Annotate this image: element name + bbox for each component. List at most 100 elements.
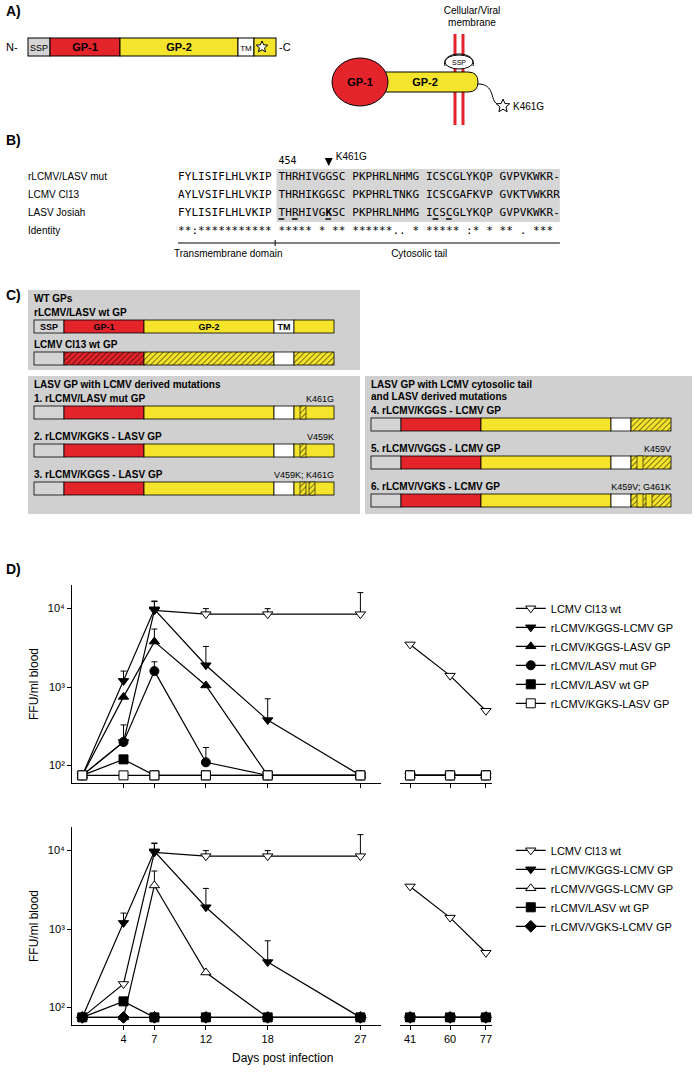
svg-text:*: * xyxy=(339,224,346,237)
svg-text:H: H xyxy=(372,188,379,201)
svg-text:*: * xyxy=(198,224,205,237)
svg-text:Transmembrane domain: Transmembrane domain xyxy=(174,248,283,259)
svg-text:rLCMV/LASV wt GP: rLCMV/LASV wt GP xyxy=(34,307,127,318)
svg-text:H: H xyxy=(399,206,406,219)
svg-text:I: I xyxy=(305,170,312,183)
svg-text:Cellular/Viral: Cellular/Viral xyxy=(444,5,501,16)
svg-text:P: P xyxy=(486,170,493,183)
svg-text:G: G xyxy=(453,170,460,183)
svg-text:S: S xyxy=(439,170,446,183)
svg-text:I: I xyxy=(198,206,205,219)
svg-text:10⁴: 10⁴ xyxy=(48,844,65,856)
svg-text:Q: Q xyxy=(480,206,487,219)
svg-text:77: 77 xyxy=(480,1033,492,1045)
svg-text:7: 7 xyxy=(151,1033,157,1045)
svg-text:LCMV Cl13: LCMV Cl13 xyxy=(28,189,80,200)
svg-text::: : xyxy=(191,224,198,237)
svg-text:*: * xyxy=(386,224,393,237)
svg-text:F: F xyxy=(178,170,185,183)
svg-text:S: S xyxy=(332,170,339,183)
svg-text:*: * xyxy=(352,224,359,237)
svg-text:SSP: SSP xyxy=(30,43,48,53)
svg-text:I: I xyxy=(305,188,312,201)
svg-text:-: - xyxy=(553,206,560,219)
svg-text:K461G: K461G xyxy=(513,101,544,112)
svg-text:*: * xyxy=(540,224,547,237)
svg-text:G: G xyxy=(325,188,332,201)
svg-text:GP-1: GP-1 xyxy=(93,322,114,332)
svg-text:S: S xyxy=(332,188,339,201)
svg-text:G: G xyxy=(319,206,326,219)
svg-text:12: 12 xyxy=(200,1033,212,1045)
svg-text:LASV GP with LCMV cytosolic ta: LASV GP with LCMV cytosolic tail xyxy=(371,379,532,390)
svg-text:*: * xyxy=(292,224,299,237)
svg-text:D): D) xyxy=(6,561,21,577)
svg-text:SSP: SSP xyxy=(40,322,58,332)
svg-text:10²: 10² xyxy=(49,759,65,771)
svg-text:Days post infection: Days post infection xyxy=(232,1051,333,1065)
svg-text:G: G xyxy=(500,188,507,201)
svg-text:*: * xyxy=(205,224,212,237)
svg-text:*: * xyxy=(446,224,453,237)
svg-text:I: I xyxy=(426,188,433,201)
svg-text:3. rLCMV/KGGS - LASV GP: 3. rLCMV/KGGS - LASV GP xyxy=(34,469,163,480)
svg-text:P: P xyxy=(265,188,272,201)
svg-text:GP-2: GP-2 xyxy=(166,41,192,53)
svg-text:I: I xyxy=(198,170,205,183)
svg-text:10⁴: 10⁴ xyxy=(48,602,65,614)
svg-text:C: C xyxy=(339,188,346,201)
svg-text:I: I xyxy=(426,170,433,183)
svg-text:.: . xyxy=(399,224,406,237)
svg-text:N: N xyxy=(392,170,399,183)
svg-text:I: I xyxy=(426,206,433,219)
svg-text:*: * xyxy=(453,224,460,237)
svg-text:K461G: K461G xyxy=(306,394,334,404)
svg-text:V459K: V459K xyxy=(307,432,334,442)
svg-text:F: F xyxy=(218,170,225,183)
svg-text:*: * xyxy=(285,224,292,237)
svg-text:*: * xyxy=(305,224,312,237)
svg-text:*: * xyxy=(238,224,245,237)
svg-text:and LASV derived mutations: and LASV derived mutations xyxy=(371,391,508,402)
svg-text:GP-1: GP-1 xyxy=(347,76,373,88)
svg-text:C: C xyxy=(446,170,453,183)
svg-text:G: G xyxy=(413,170,420,183)
svg-text:H: H xyxy=(299,206,306,219)
svg-text:GP-2: GP-2 xyxy=(198,322,219,332)
svg-text:S: S xyxy=(205,170,212,183)
svg-text:FFU/ml blood: FFU/ml blood xyxy=(27,890,41,962)
svg-text:.: . xyxy=(392,224,399,237)
svg-text:LASV Josiah: LASV Josiah xyxy=(28,207,85,218)
svg-text:GP-1: GP-1 xyxy=(72,41,98,53)
svg-text:C: C xyxy=(446,206,453,219)
svg-text:rLCMV/VGKS-LCMV GP: rLCMV/VGKS-LCMV GP xyxy=(551,921,672,933)
svg-text:rLCMV/VGGS-LCMV GP: rLCMV/VGGS-LCMV GP xyxy=(551,883,673,895)
svg-text:*: * xyxy=(232,224,239,237)
svg-text:F: F xyxy=(218,206,225,219)
svg-text:*: * xyxy=(265,224,272,237)
svg-text:G: G xyxy=(453,206,460,219)
svg-text:60: 60 xyxy=(444,1033,456,1045)
svg-text:10³: 10³ xyxy=(49,681,65,693)
svg-text:G: G xyxy=(453,188,460,201)
svg-text:rLCMV/LASV mut GP: rLCMV/LASV mut GP xyxy=(551,660,657,672)
svg-text:*: * xyxy=(218,224,225,237)
svg-text:Cytosolic tail: Cytosolic tail xyxy=(391,248,447,259)
svg-text:S: S xyxy=(205,206,212,219)
svg-text:A): A) xyxy=(6,3,21,19)
svg-text:G: G xyxy=(319,188,326,201)
svg-text:P: P xyxy=(486,188,493,201)
svg-text:rLCMV/LASV mut: rLCMV/LASV mut xyxy=(28,171,107,182)
svg-text:*: * xyxy=(359,224,366,237)
svg-text:-C: -C xyxy=(279,41,291,53)
svg-text:*: * xyxy=(319,224,326,237)
svg-text:P: P xyxy=(265,206,272,219)
svg-text:*: * xyxy=(486,224,493,237)
svg-text:F: F xyxy=(178,206,185,219)
svg-text:G: G xyxy=(413,206,420,219)
svg-text:*: * xyxy=(533,224,540,237)
svg-text:454: 454 xyxy=(279,155,297,166)
svg-text:*: * xyxy=(473,224,480,237)
svg-text:G: G xyxy=(325,170,332,183)
svg-text:18: 18 xyxy=(262,1033,274,1045)
